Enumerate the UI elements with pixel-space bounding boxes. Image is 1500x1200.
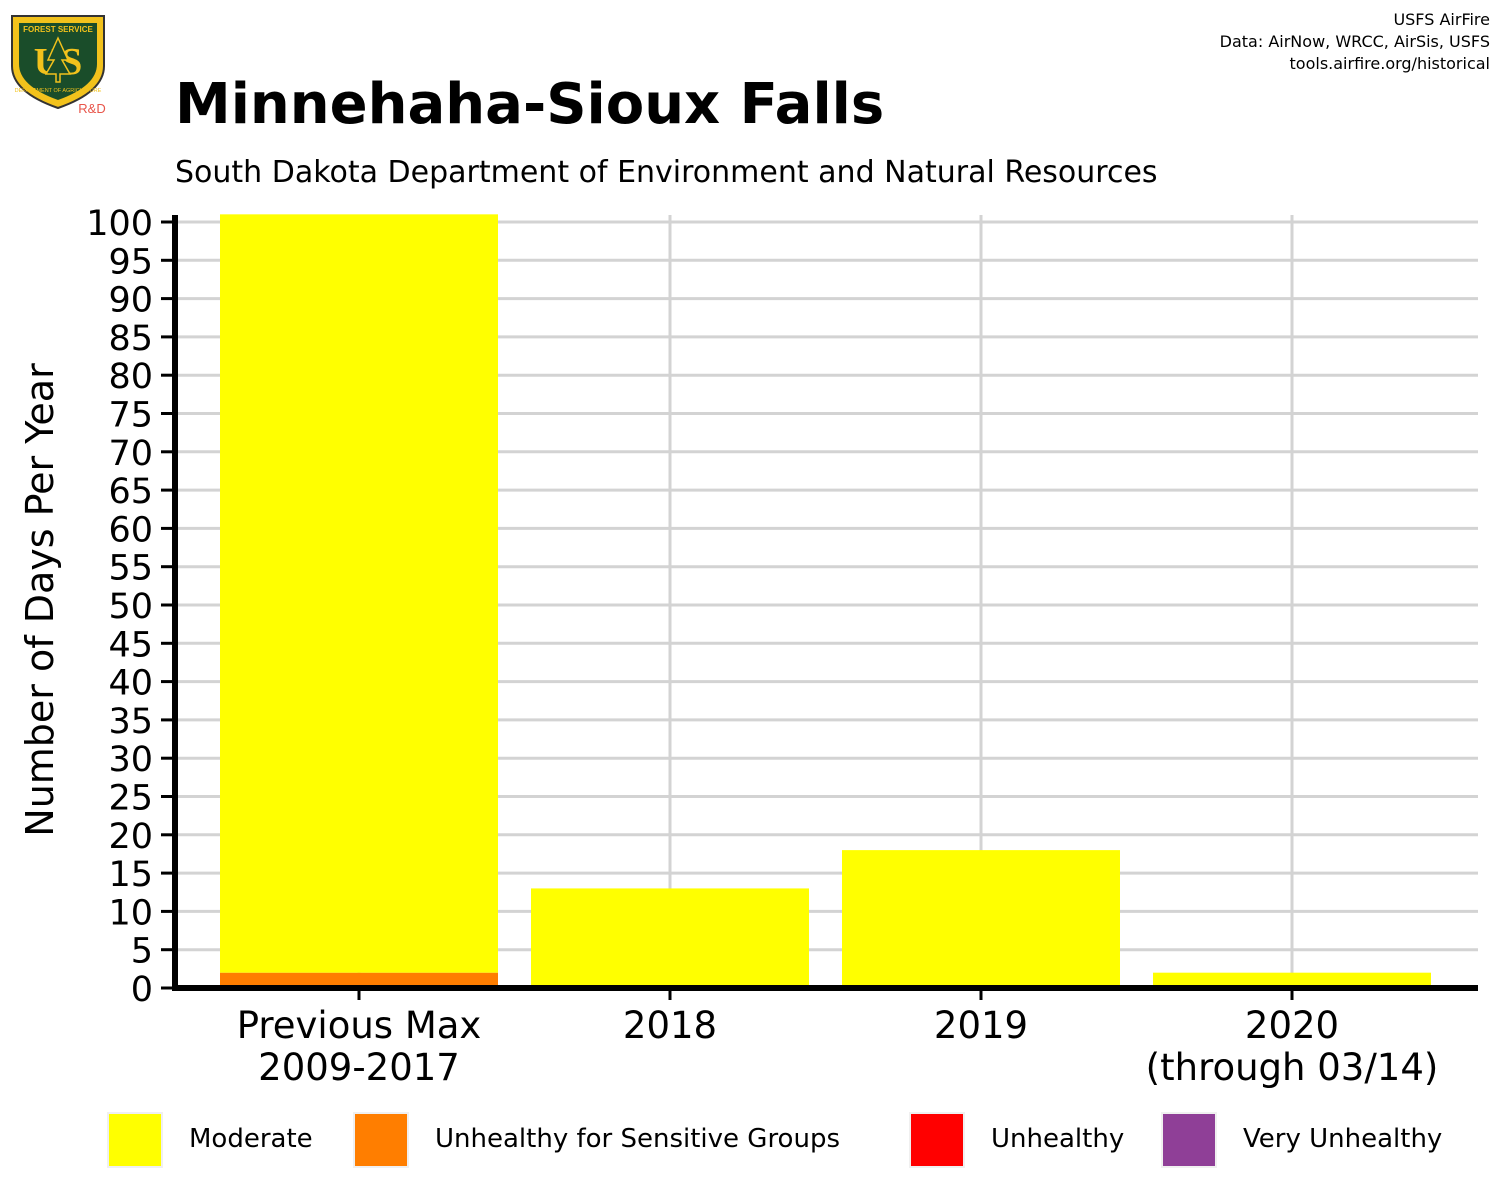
y-tick-label-45: 45 <box>108 625 153 665</box>
y-axis-label: Number of Days Per Year <box>18 363 62 837</box>
logo-badge-text: R&D <box>78 101 105 116</box>
legend-label-moderate: Moderate <box>189 1124 313 1154</box>
y-axis-label-container: Number of Days Per Year <box>10 215 70 985</box>
bar-0-series-0 <box>220 972 498 988</box>
y-tick-label-55: 55 <box>108 549 153 589</box>
y-tick-label-95: 95 <box>108 242 153 282</box>
y-tick-label-80: 80 <box>108 357 153 397</box>
y-tick-label-85: 85 <box>108 319 153 359</box>
y-tick-label-15: 15 <box>108 855 153 895</box>
usfs-logo: FOREST SERVICE US DEPARTMENT OF AGRICULT… <box>11 15 106 116</box>
y-tick-label-10: 10 <box>108 893 153 933</box>
logo-top-text: FOREST SERVICE <box>23 25 93 34</box>
chart-title: Minnehaha-Sioux Falls <box>175 72 885 137</box>
legend-swatch-very-unhealthy <box>1161 1112 1217 1168</box>
legend-label-unhealthy: Unhealthy <box>991 1124 1125 1154</box>
x-tick-label-1-0: 2018 <box>623 1004 717 1047</box>
bar-0-series-1 <box>220 214 498 973</box>
y-tick-label-20: 20 <box>108 817 153 857</box>
bar-1-series-1 <box>531 888 809 988</box>
x-tick-label-0-1: 2009-2017 <box>258 1046 460 1089</box>
y-tick-label-90: 90 <box>108 281 153 321</box>
chart-subtitle: South Dakota Department of Environment a… <box>175 155 1158 190</box>
logo-bottom-text: DEPARTMENT OF AGRICULTURE <box>15 88 102 94</box>
y-tick-label-50: 50 <box>108 587 153 627</box>
credit-data: Data: AirNow, WRCC, AirSis, USFS <box>1219 32 1490 51</box>
legend-swatch-moderate <box>107 1112 163 1168</box>
y-tick-label-100: 100 <box>86 204 153 244</box>
y-tick-label-25: 25 <box>108 779 153 819</box>
bar-2-series-1 <box>842 850 1120 988</box>
bar-3-series-1 <box>1153 972 1431 988</box>
legend-swatch-usg <box>353 1112 409 1168</box>
legend-label-very-unhealthy: Very Unhealthy <box>1243 1124 1443 1154</box>
x-tick-label-0-0: Previous Max <box>237 1004 482 1047</box>
y-tick-label-5: 5 <box>131 932 153 972</box>
y-tick-label-40: 40 <box>108 664 153 704</box>
y-tick-label-65: 65 <box>108 472 153 512</box>
x-tick-label-3-0: 2020 <box>1245 1004 1339 1047</box>
y-tick-label-0: 0 <box>131 970 153 1010</box>
bars <box>220 214 1431 988</box>
tree-icon <box>44 36 72 83</box>
x-tick-label-2-0: 2019 <box>934 1004 1028 1047</box>
credit-url: tools.airfire.org/historical <box>1289 54 1490 73</box>
y-tick-label-35: 35 <box>108 702 153 742</box>
credit-source: USFS AirFire <box>1393 10 1490 29</box>
legend-label-usg: Unhealthy for Sensitive Groups <box>435 1124 840 1154</box>
y-tick-label-70: 70 <box>108 434 153 474</box>
legend-swatch-unhealthy <box>909 1112 965 1168</box>
x-tick-label-3-1: (through 03/14) <box>1146 1046 1439 1089</box>
legend: Moderate Unhealthy for Sensitive Groups … <box>0 1110 1500 1172</box>
axes: 0510152025303540455055606570758085909510… <box>86 204 1478 1089</box>
y-tick-label-30: 30 <box>108 740 153 780</box>
y-tick-label-75: 75 <box>108 396 153 436</box>
y-tick-label-60: 60 <box>108 510 153 550</box>
